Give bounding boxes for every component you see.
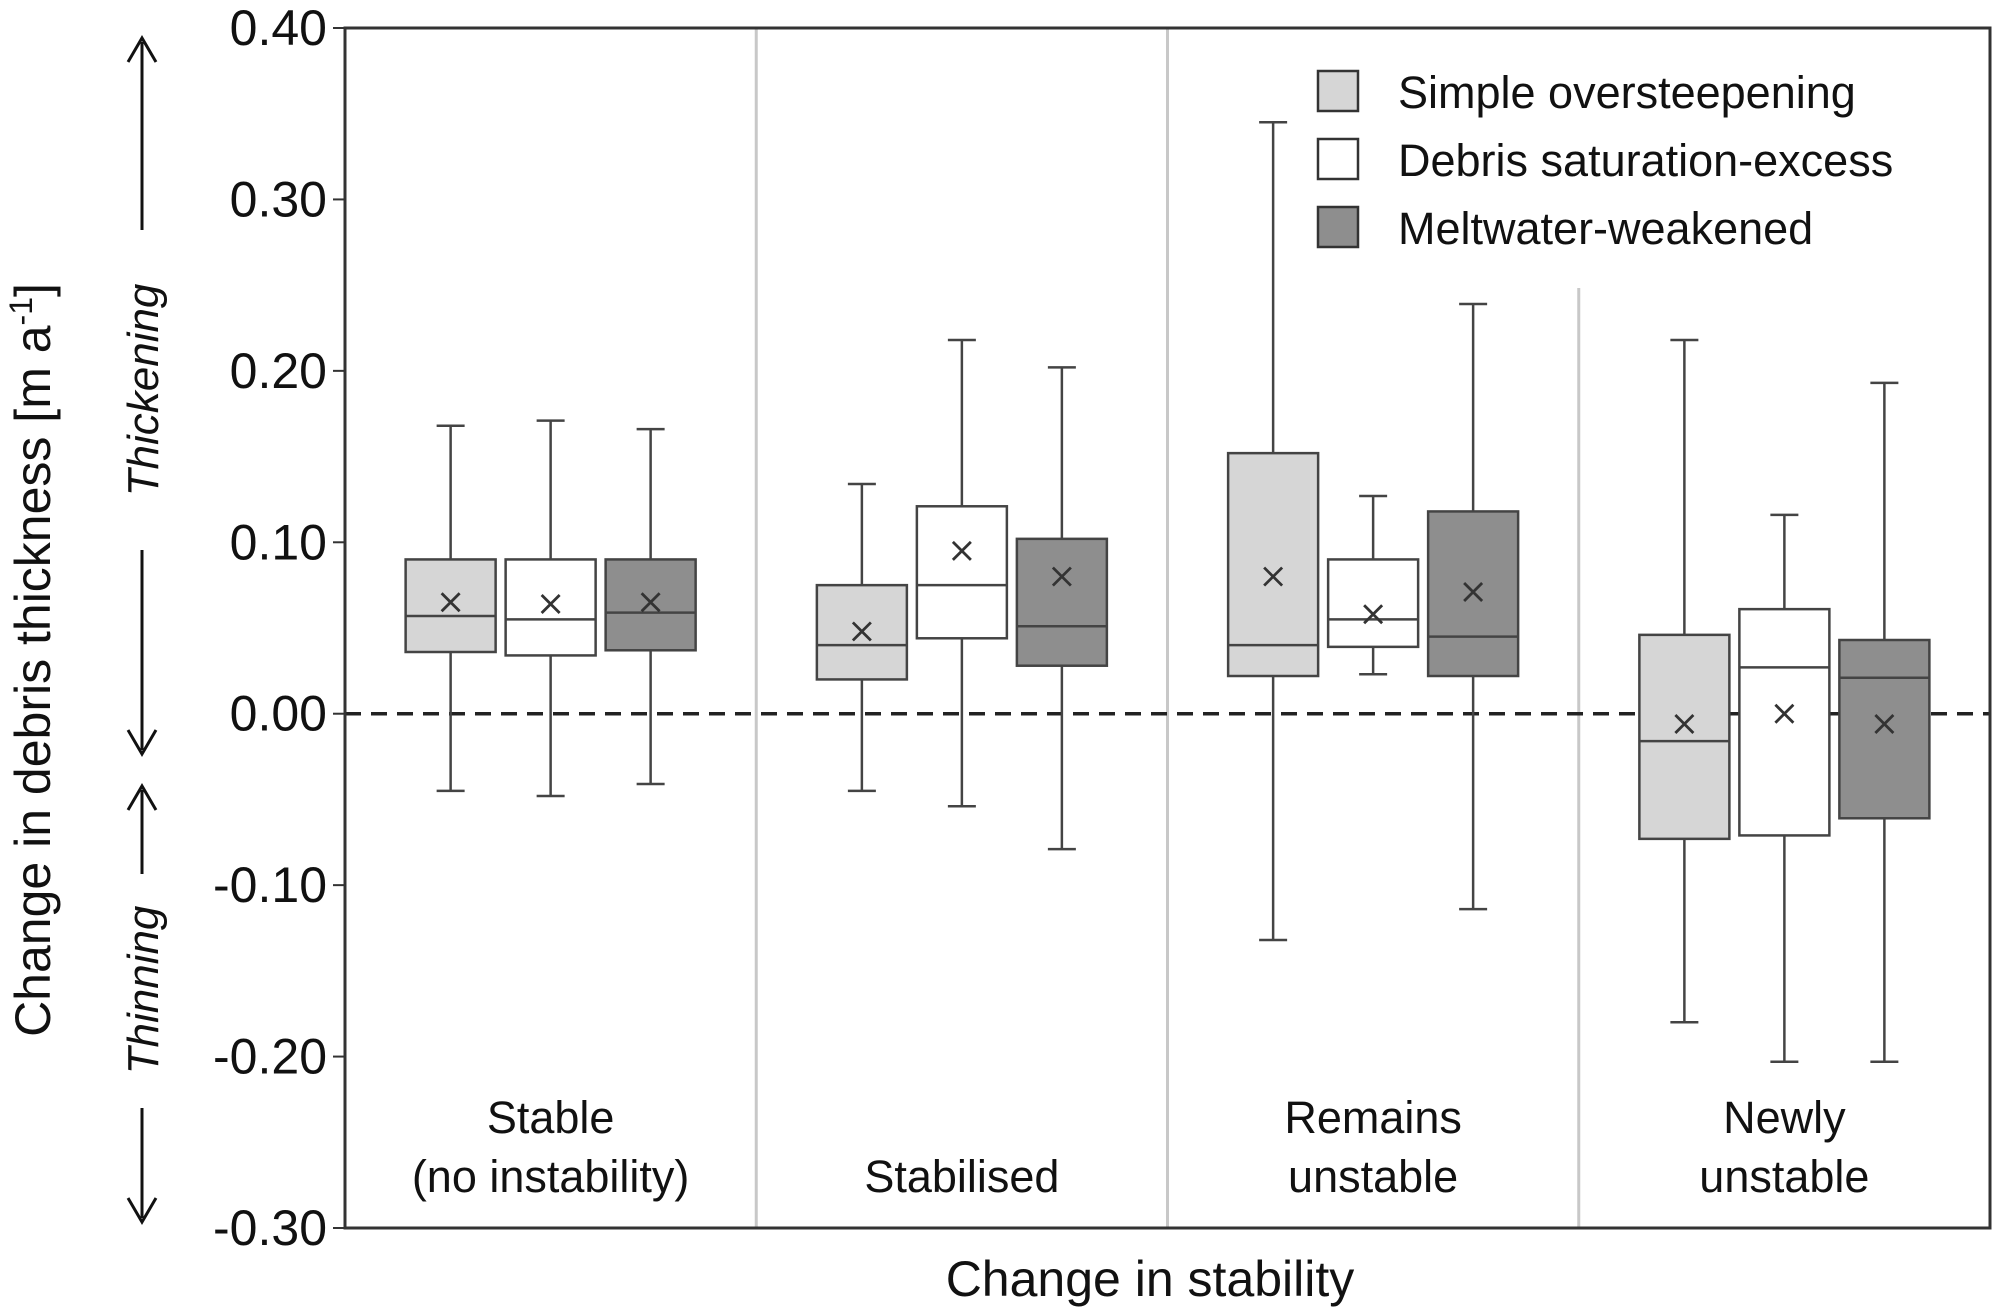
box-debris-saturation-excess bbox=[1738, 513, 1831, 1063]
box-series bbox=[404, 121, 1931, 1063]
x-axis-title: Change in stability bbox=[946, 1251, 1355, 1307]
y-tick-label: -0.30 bbox=[213, 1200, 327, 1256]
y-axis-title-end: ] bbox=[5, 283, 61, 297]
mean-marker-icon bbox=[440, 592, 461, 613]
thickening-arrow-up-icon bbox=[126, 35, 158, 63]
box-meltwater-weakened bbox=[1015, 366, 1109, 851]
box-debris-saturation-excess bbox=[504, 419, 597, 798]
iqr-box bbox=[1838, 638, 1931, 820]
mean-marker-icon bbox=[851, 621, 872, 642]
iqr-box bbox=[1326, 558, 1420, 649]
plot-frame bbox=[343, 26, 1992, 1230]
legend-swatch bbox=[1316, 137, 1360, 181]
legend-label: Debris saturation-excess bbox=[1398, 135, 1893, 186]
y-tick-label: 0.00 bbox=[230, 686, 327, 742]
box-debris-saturation-excess bbox=[915, 338, 1009, 808]
category-label: (no instability) bbox=[412, 1151, 690, 1202]
iqr-box bbox=[1226, 451, 1320, 678]
box-meltwater-weakened bbox=[604, 427, 697, 786]
mean-marker-icon bbox=[951, 540, 972, 561]
category-separators bbox=[754, 28, 1581, 1228]
box-debris-saturation-excess bbox=[1326, 494, 1420, 676]
mean-marker-icon bbox=[640, 592, 661, 613]
iqr-box bbox=[604, 558, 697, 652]
iqr-box bbox=[915, 505, 1009, 640]
iqr-box bbox=[504, 558, 597, 657]
mean-marker-icon bbox=[1463, 582, 1484, 602]
category-label: Newly bbox=[1723, 1092, 1846, 1143]
iqr-box bbox=[1738, 607, 1831, 837]
mean-marker-icon bbox=[540, 594, 561, 614]
iqr-box bbox=[1638, 633, 1731, 841]
y-tick-label: 0.20 bbox=[230, 343, 327, 399]
mean-marker-icon bbox=[1363, 604, 1384, 625]
y-tick-label: -0.10 bbox=[213, 857, 327, 913]
y-axis-title-main: Change in debris thickness [m a bbox=[5, 325, 61, 1037]
y-axis-title-superscript: -1 bbox=[3, 297, 39, 325]
box-meltwater-weakened bbox=[1838, 381, 1931, 1063]
category-label: Remains bbox=[1284, 1092, 1462, 1143]
thinning-label: Thinning bbox=[119, 905, 168, 1074]
box-meltwater-weakened bbox=[1426, 302, 1520, 911]
category-label: Stabilised bbox=[864, 1151, 1059, 1202]
mean-marker-icon bbox=[1051, 566, 1072, 587]
thinning-arrow-up-icon bbox=[126, 783, 158, 811]
legend-swatch bbox=[1316, 205, 1360, 249]
mean-marker-icon bbox=[1774, 703, 1795, 724]
legend-label: Meltwater-weakened bbox=[1398, 203, 1813, 254]
box-simple-oversteepening bbox=[404, 424, 497, 793]
category-label: unstable bbox=[1288, 1151, 1458, 1202]
thickening-arrow-down-icon bbox=[126, 729, 158, 757]
box-simple-oversteepening bbox=[815, 482, 909, 793]
y-tick-label: -0.20 bbox=[213, 1029, 327, 1085]
thinning-arrow-down-icon bbox=[126, 1197, 158, 1225]
box-simple-oversteepening bbox=[1226, 121, 1320, 942]
iqr-box bbox=[1015, 537, 1109, 667]
y-tick-label: 0.10 bbox=[230, 514, 327, 570]
legend: Simple oversteepening Debris saturation-e… bbox=[1316, 67, 1893, 254]
box-simple-oversteepening bbox=[1638, 338, 1731, 1024]
y-axis-title: Change in debris thickness [m a-1] bbox=[3, 283, 61, 1037]
category-label: unstable bbox=[1699, 1151, 1869, 1202]
mean-marker-icon bbox=[1674, 714, 1695, 734]
legend-label: Simple oversteepening bbox=[1398, 67, 1856, 118]
mean-marker-icon bbox=[1874, 714, 1895, 734]
y-tick-label: 0.30 bbox=[230, 171, 327, 227]
y-tick-label: 0.40 bbox=[230, 0, 327, 56]
y-axis-ticks: 0.40 0.30 0.20 0.10 0.00 -0.10 -0.20 -0.30 bbox=[213, 0, 345, 1256]
thickening-label: Thickening bbox=[119, 283, 168, 496]
category-labels: Stable (no instability) Stabilised Remains u… bbox=[412, 1092, 1870, 1202]
legend-swatch bbox=[1316, 69, 1360, 113]
category-label: Stable bbox=[487, 1092, 615, 1143]
iqr-box bbox=[404, 558, 497, 654]
direction-indicators bbox=[126, 35, 158, 1225]
mean-marker-icon bbox=[1263, 566, 1284, 587]
